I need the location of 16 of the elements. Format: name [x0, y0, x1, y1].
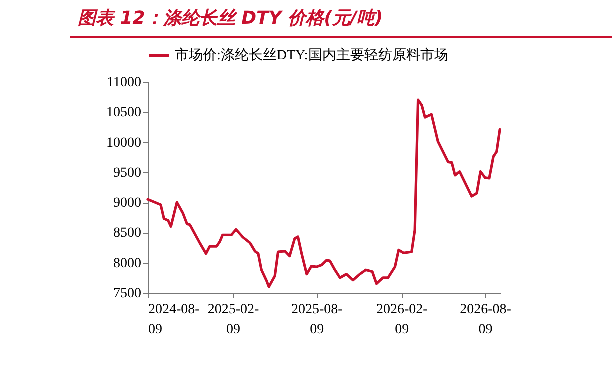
y-tick-label: 9000	[114, 196, 142, 212]
x-tick-label: 2026-02- 09	[376, 302, 428, 338]
y-tick-label: 10000	[106, 136, 142, 151]
y-tick-label: 8000	[114, 256, 142, 272]
chart-title: 图表 12：涤纶长丝 DTY 价格(元/吨)	[70, 6, 612, 38]
x-tick-label: 2024-08- 09	[148, 302, 200, 338]
x-tick-label: 2025-08- 09	[291, 302, 344, 338]
y-tick-label: 7500	[114, 286, 142, 302]
y-tick-label: 8500	[114, 226, 142, 242]
line-series	[146, 98, 502, 288]
x-tick-label: 2026-08- 09	[460, 302, 512, 338]
y-tick-label: 10500	[106, 106, 142, 121]
y-tick-label: 11000	[107, 76, 142, 90]
legend-label: 市场价:涤纶长丝DTY:国内主要轻纺原料市场	[175, 48, 448, 64]
x-tick-label: 2025-02- 09	[208, 302, 260, 338]
y-tick-label: 9500	[114, 166, 142, 181]
